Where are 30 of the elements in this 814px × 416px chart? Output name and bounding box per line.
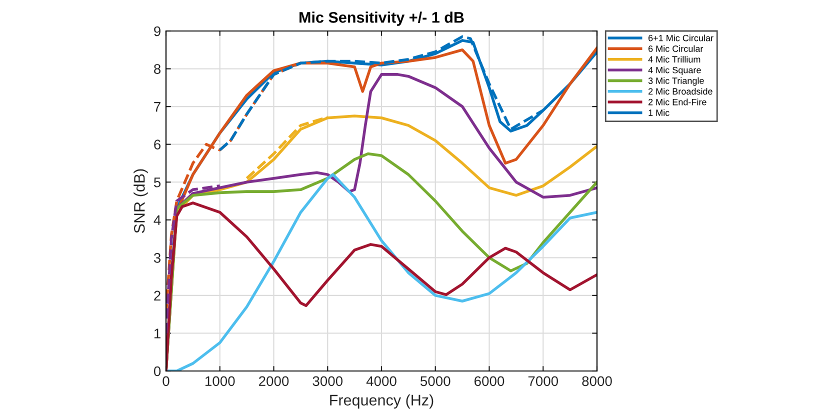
y-tick-label: 1 [154, 328, 160, 338]
y-tick-label: 0 [154, 366, 161, 376]
x-tick-label: 2000 [259, 376, 289, 386]
legend-label: 2 Mic End-Fire [648, 98, 706, 106]
x-tick-label: 4000 [366, 376, 396, 386]
legend-label: 2 Mic Broadside [648, 88, 712, 95]
y-axis-title: SNR (dB) [134, 169, 148, 233]
y-tick-label: 6 [154, 140, 161, 150]
y-tick-label: 9 [154, 26, 160, 36]
y-tick-label: 5 [154, 178, 161, 188]
y-tick-label: 8 [154, 64, 161, 74]
x-tick-label: 1000 [205, 376, 235, 386]
x-tick-label: 7000 [528, 376, 558, 386]
legend-label: 3 Mic Triangle [648, 77, 704, 86]
x-tick-label: 8000 [582, 376, 612, 386]
chart-title: Mic Sensitivity +/- 1 dB [300, 12, 464, 26]
legend-label: 6+1 Mic Circular [648, 34, 714, 42]
x-tick-label: 0 [162, 376, 170, 386]
legend-label: 4 Mic Square [648, 66, 701, 76]
x-tick-label: 6000 [474, 376, 504, 386]
y-tick-label: 4 [154, 215, 161, 225]
x-axis-title: Frequency (Hz) [330, 394, 434, 409]
legend-label: 4 Mic Trillium [648, 56, 700, 63]
legend-label: 6 Mic Circular [648, 45, 704, 52]
y-tick-label: 3 [154, 253, 161, 263]
legend-label: 1 Mic [648, 109, 670, 116]
x-tick-label: 3000 [312, 376, 343, 386]
y-tick-label: 7 [154, 102, 160, 112]
x-tick-label: 5000 [420, 376, 450, 386]
y-tick-label: 2 [154, 290, 160, 300]
